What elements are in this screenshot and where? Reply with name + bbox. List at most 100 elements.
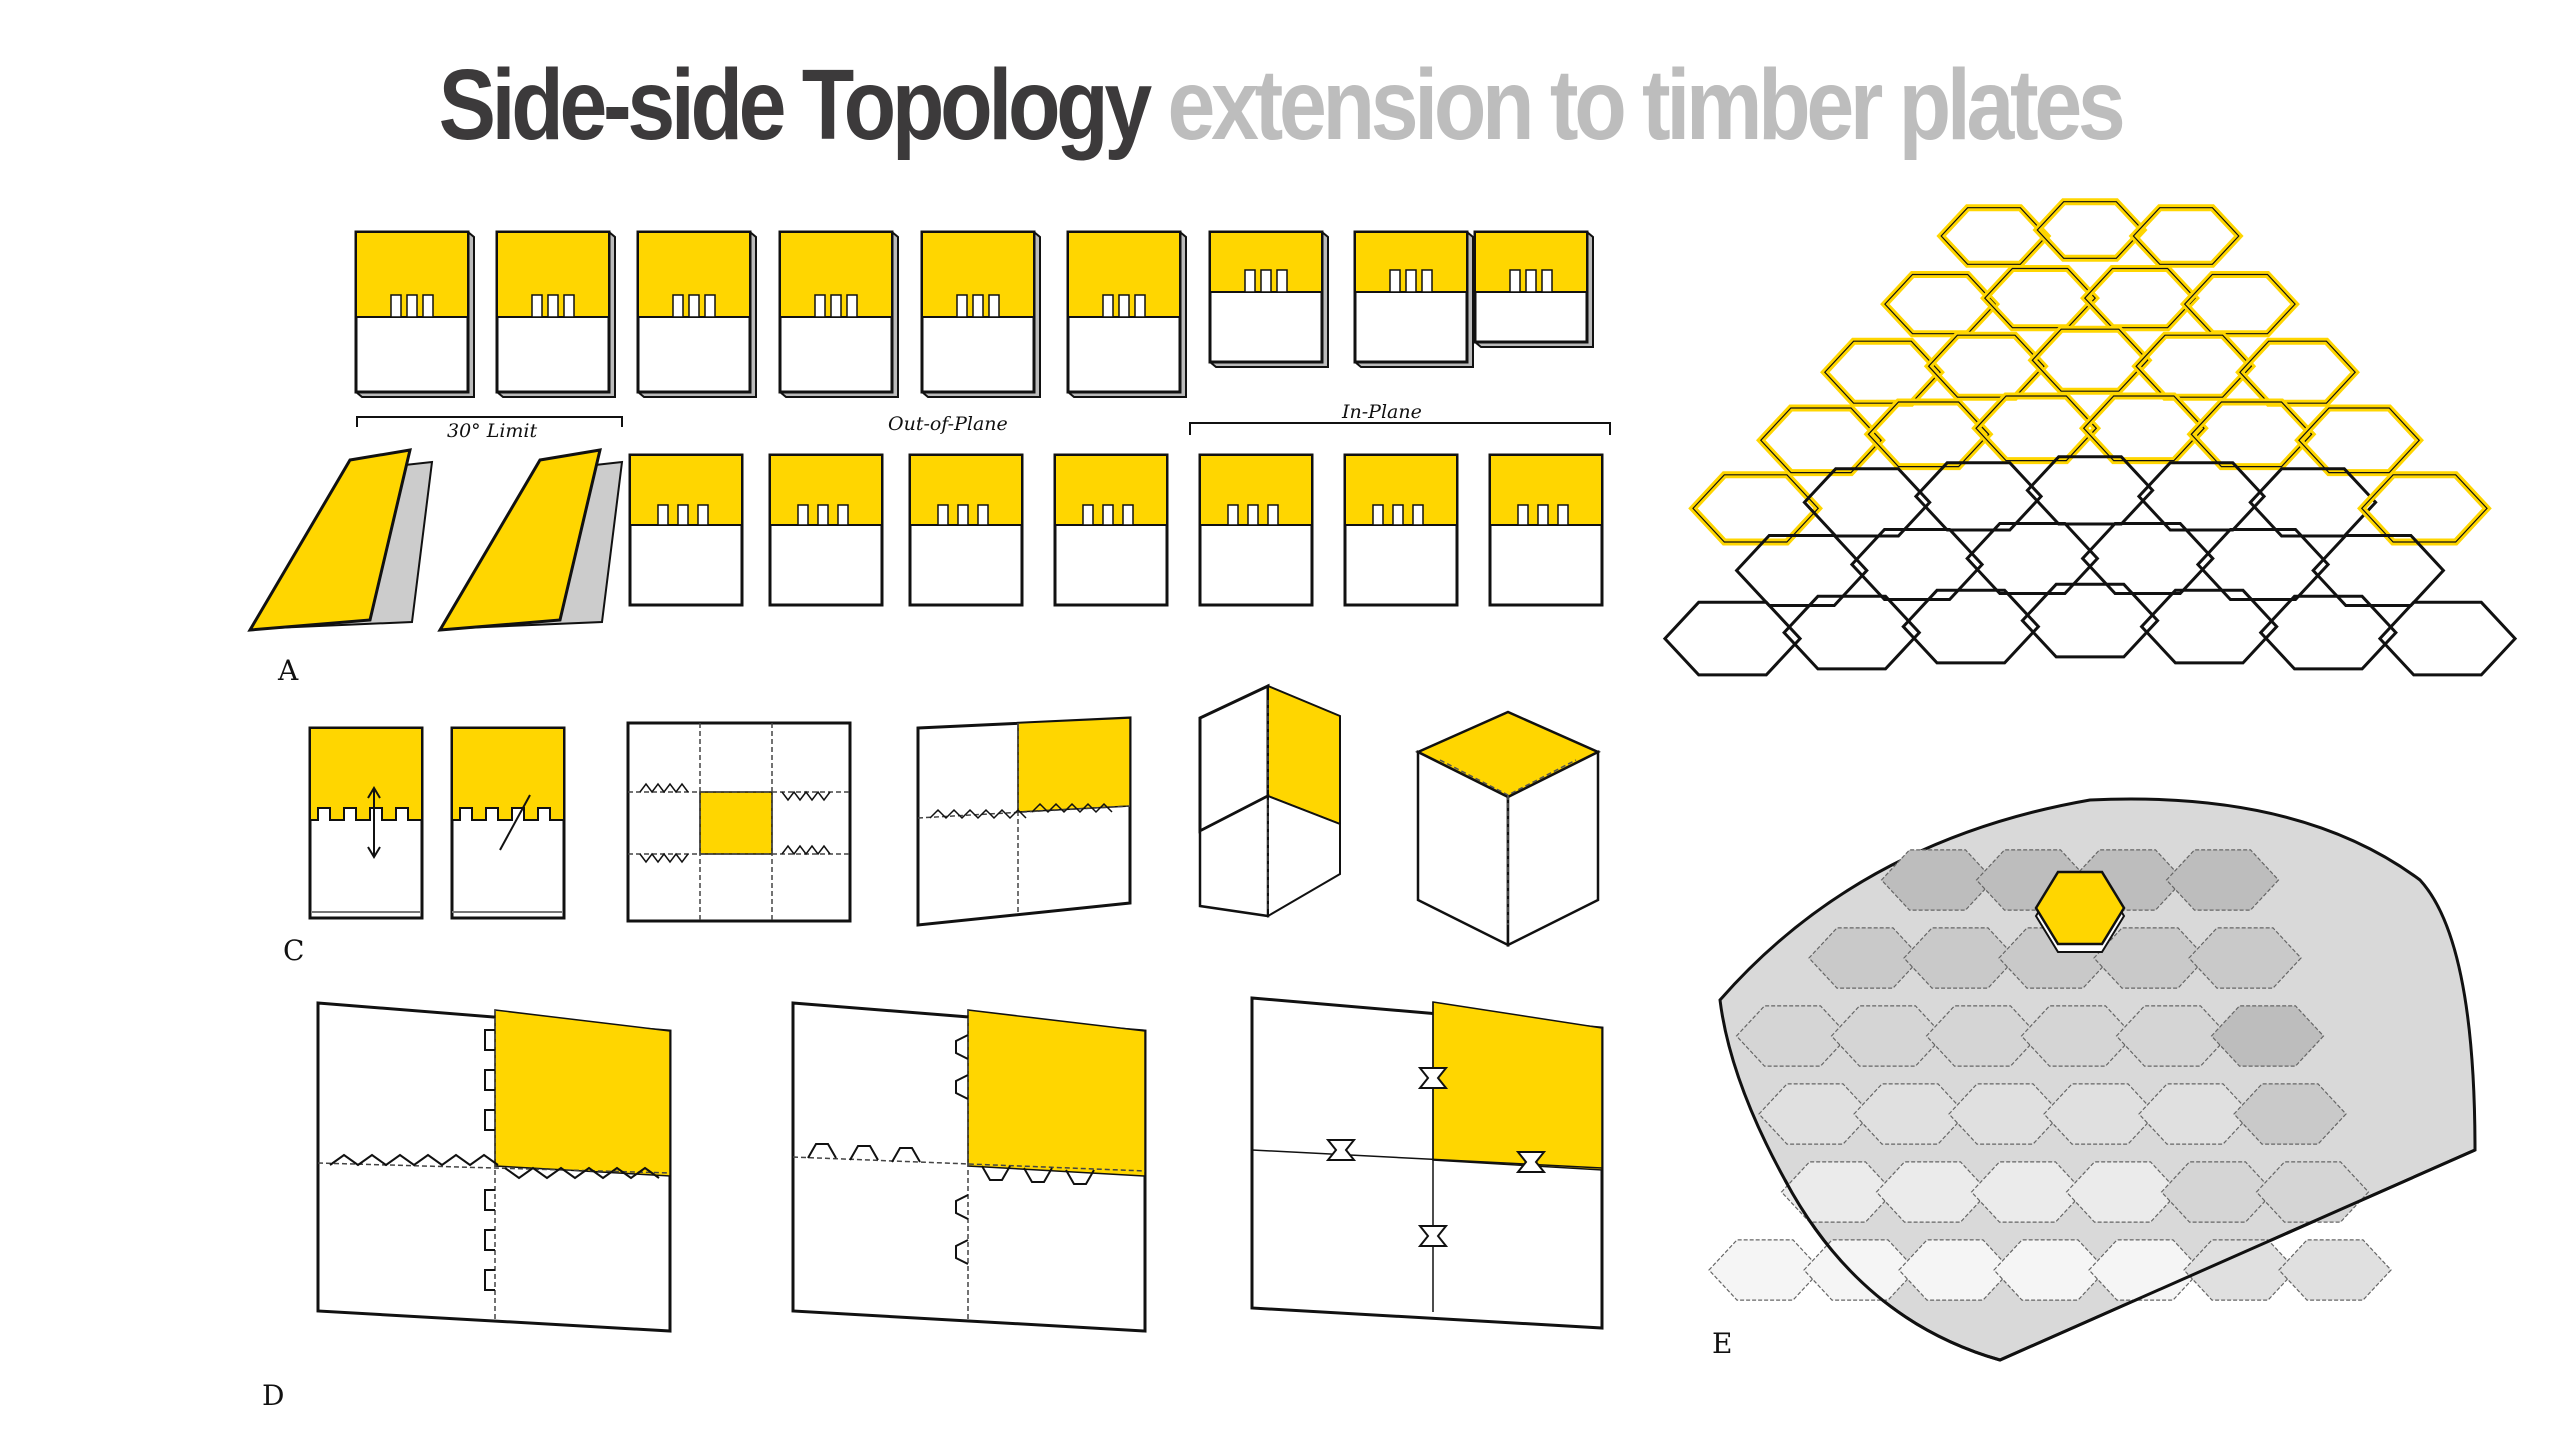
wire-hex-28 [1965, 522, 2100, 595]
wire-hex-outline-14 [1867, 401, 1990, 468]
wire-hex-38 [2377, 600, 2518, 677]
joint-block-bottom-7 [1198, 453, 1314, 607]
joint-block-top-7 [1208, 230, 1329, 368]
dome-cell-11 [1830, 1005, 1945, 1067]
joint-block-top-3 [636, 230, 757, 398]
dome-cell-31 [1993, 1239, 2107, 1301]
wire-hex-13 [1756, 404, 1886, 477]
wire-hex-outline-15 [1975, 395, 2098, 462]
panel-d-2x2-plates: D [262, 996, 1604, 1412]
panel-a-row-top [354, 230, 1594, 398]
dome-cell-24 [1970, 1161, 2085, 1223]
wire-hex-1 [1936, 204, 2052, 268]
joint-block-top-9 [1473, 230, 1594, 348]
dome-cell-1 [1880, 849, 1995, 911]
dome-cell-27 [2255, 1161, 2370, 1223]
joint-block-bottom-2 [437, 448, 624, 632]
dome-cell-6 [1903, 927, 2017, 989]
plate-assembly-finger [316, 1001, 672, 1333]
dome-cell-13 [2020, 1005, 2135, 1067]
joint-block-bottom-5 [908, 453, 1024, 607]
cube-assembly [1415, 710, 1601, 948]
label-30-limit: 30° Limit [447, 420, 538, 442]
wire-hex-outline-10 [2031, 328, 2149, 392]
dome-cell-9 [2188, 927, 2302, 989]
wire-hex-7 [2179, 271, 2300, 338]
wire-hex-9 [1923, 331, 2049, 401]
dome-cell-34 [2278, 1239, 2392, 1301]
bracket-30-limit [356, 416, 623, 427]
joint-block-bottom-6 [1053, 453, 1169, 607]
wire-hex-outline-16 [2082, 395, 2205, 462]
joint-block-top-4 [778, 230, 899, 398]
wire-hex-outline-17 [2190, 401, 2313, 468]
wire-hex-12 [2235, 337, 2360, 407]
dome-cells [1708, 849, 2392, 1301]
wire-hex-16 [2078, 392, 2209, 465]
joint-block-bottom-1 [247, 448, 434, 632]
wire-hex-34 [1901, 588, 2041, 665]
wire-hex-27 [1849, 528, 1985, 601]
dome-cell-18 [1948, 1083, 2062, 1145]
joint-block-bottom-3 [628, 453, 744, 607]
wire-hex-3 [2128, 204, 2244, 268]
wire-hex-22 [2025, 455, 2155, 526]
joint-block-bottom-8 [1343, 453, 1459, 607]
folded-2x2-assembly [916, 716, 1132, 927]
wire-hex-outline-25 [2360, 474, 2488, 543]
wire-hex-14 [1863, 398, 1994, 471]
wire-hex-35 [2020, 582, 2160, 659]
wire-hex-outline-6 [2083, 267, 2197, 329]
wire-hex-21 [1913, 461, 2044, 532]
wire-hex-outline-7 [2183, 273, 2296, 335]
wire-hex-24 [2248, 467, 2378, 538]
wire-hex-30 [2195, 528, 2331, 601]
joint-block-top-6 [1066, 230, 1187, 398]
bracket-in-plane [1189, 422, 1611, 435]
dome-cell-19 [2043, 1083, 2157, 1145]
dome-cell-23 [1875, 1161, 1990, 1223]
panel-c-assemblies: C [283, 683, 1601, 967]
wire-hex-6 [2080, 265, 2200, 332]
wire-hex-33 [1782, 594, 1922, 671]
wire-hex-8 [1820, 337, 1945, 407]
panel-e-letter: E [1712, 1327, 1732, 1360]
dome-cell-15 [2210, 1005, 2325, 1067]
panel-a-row-bottom [247, 448, 1604, 632]
wire-hex-20 [1802, 467, 1932, 538]
dome-cell-30 [1898, 1239, 2012, 1301]
dome-cell-16 [1758, 1083, 1872, 1145]
wire-hex-36 [2139, 588, 2279, 665]
wire-hex-outline-11 [2135, 334, 2253, 398]
dome-cell-12 [1925, 1005, 2040, 1067]
title-grey: extension to timber plates [1167, 49, 2126, 161]
wire-hex-26 [1734, 534, 1869, 607]
dome-cell-25 [2065, 1161, 2180, 1223]
wire-hex-32 [1662, 600, 1803, 677]
plate-assembly-dovetail [791, 1001, 1147, 1333]
joint-block-bottom-4 [768, 453, 884, 607]
dome-cell-28 [1708, 1239, 1822, 1301]
wire-hex-outline-19 [1692, 474, 1820, 543]
wire-hex-outline-3 [2132, 207, 2240, 265]
plate-assembly-butterfly [1250, 996, 1604, 1330]
joint-block-top-1 [354, 230, 475, 398]
dome-cell-5 [1808, 927, 1922, 989]
page-title: Side-side Topology extension to timber p… [179, 40, 2381, 170]
label-out-of-plane: Out-of-Plane [888, 413, 1008, 435]
dome-base-edge [1783, 1148, 2476, 1362]
wire-hex-4 [1880, 271, 2001, 338]
joint-block-top-5 [920, 230, 1041, 398]
panel-e-plate-dome: E [1708, 797, 2477, 1362]
wire-hex-29 [2080, 522, 2215, 595]
grid-3x3-assembly [626, 721, 852, 923]
joint-block-bottom-9 [1488, 453, 1604, 607]
dome-cell-8 [2093, 927, 2207, 989]
dome-cell-29 [1803, 1239, 1917, 1301]
wire-hex-18 [2294, 404, 2424, 477]
dome-cell-20 [2138, 1083, 2252, 1145]
wire-hex-25 [2357, 471, 2492, 546]
panel-d-letter: D [262, 1379, 284, 1412]
label-in-plane: In-Plane [1341, 401, 1422, 423]
wire-hex-5 [1980, 265, 2100, 332]
